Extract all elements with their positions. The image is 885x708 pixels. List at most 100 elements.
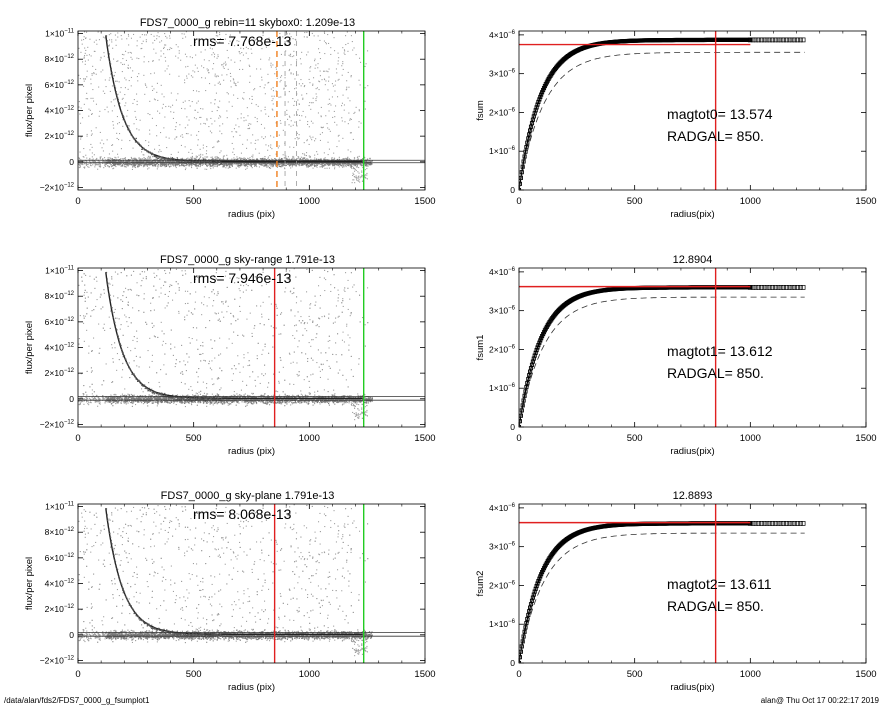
panel-2: 0 500 1000 1500 0 1×10−6 2×10−6 3×10−6 4×10−6 rad… — [475, 30, 877, 220]
y-tick-label: 4×10−12 — [45, 343, 75, 353]
profile-point — [154, 155, 156, 157]
profile-point — [184, 160, 187, 162]
y-tick-label: 2×10−6 — [489, 580, 516, 590]
profile-point — [177, 396, 180, 398]
growth-square — [767, 285, 773, 290]
profile-point — [124, 358, 126, 360]
profile-point — [186, 396, 188, 399]
profile-point — [166, 157, 168, 160]
profile-point — [126, 599, 128, 601]
panel-1: 0 500 1000 1500−2×10−1202×10−124×10−126×10−… — [24, 17, 436, 220]
profile-point — [130, 134, 132, 136]
profile-point — [153, 393, 155, 395]
profile-point — [180, 634, 182, 636]
profile-point — [146, 150, 148, 152]
profile-point — [184, 632, 186, 634]
profile-point — [107, 45, 109, 47]
profile-point — [171, 397, 173, 399]
magtot-annotation: magtot0= 13.574 — [667, 106, 773, 122]
profile-point — [164, 158, 166, 160]
x-tick-label: 1000 — [740, 433, 761, 444]
growth-square — [775, 521, 781, 526]
profile-point — [199, 162, 201, 165]
profile-point — [191, 632, 194, 634]
profile-point — [105, 35, 108, 37]
profile-point — [220, 633, 222, 635]
profile-point — [131, 607, 133, 609]
profile-point — [157, 393, 159, 395]
profile-point — [130, 605, 132, 607]
profile-point — [198, 160, 201, 162]
y-axis-label: flux/per pixel — [24, 557, 35, 610]
profile-point — [126, 363, 128, 365]
profile-point — [138, 379, 140, 382]
profile-point — [176, 633, 178, 635]
profile-point — [128, 129, 130, 131]
growth-square — [770, 521, 775, 526]
y-tick-label: −2×10−12 — [40, 182, 75, 192]
growth-square — [797, 285, 803, 290]
growth-square — [786, 37, 792, 43]
profile-point — [150, 390, 153, 392]
profile-point — [157, 157, 159, 159]
growth-square — [778, 37, 784, 43]
profile-point — [196, 398, 198, 400]
profile-point — [132, 137, 135, 139]
y-tick-label: 8×10−12 — [45, 291, 75, 301]
profile-point — [132, 373, 135, 376]
profile-point — [166, 158, 169, 160]
profile-point — [122, 115, 124, 117]
profile-point — [168, 396, 170, 399]
profile-point — [131, 134, 133, 137]
x-tick-label: 0 — [516, 196, 521, 207]
y-tick-label: −2×10−12 — [40, 655, 75, 665]
rms-annotation: rms= 7.768e-13 — [193, 33, 292, 49]
growth-square — [756, 521, 762, 526]
profile-point — [112, 316, 114, 319]
growth-square — [750, 37, 756, 43]
profile-point — [214, 633, 216, 636]
profile-point — [119, 106, 121, 108]
profile-point — [146, 625, 148, 627]
y-tick-label: 4×10−12 — [45, 106, 75, 116]
growth-square — [759, 521, 764, 526]
y-tick-label: 0 — [510, 422, 515, 432]
profile-point — [121, 113, 123, 115]
x-tick-label: 1000 — [299, 669, 320, 680]
profile-point — [128, 604, 130, 606]
profile-point — [216, 161, 218, 163]
profile-point — [189, 398, 191, 400]
growth-square — [775, 285, 781, 290]
profile-point — [108, 293, 110, 295]
profile-point — [193, 397, 195, 400]
profile-point — [200, 632, 202, 635]
profile-point — [195, 161, 197, 163]
profile-point — [146, 151, 148, 153]
profile-point — [207, 398, 210, 401]
profile-point — [143, 622, 146, 625]
profile-point — [116, 329, 118, 331]
profile-point — [107, 287, 110, 289]
profile-point — [127, 600, 129, 602]
profile-point — [217, 634, 219, 637]
profile-point — [134, 375, 136, 377]
profile-point — [112, 312, 114, 314]
profile-point — [210, 397, 212, 399]
profile-curve — [105, 35, 363, 163]
profile-point — [211, 633, 213, 635]
magtot-annotation: magtot1= 13.612 — [667, 343, 773, 359]
profile-point — [218, 160, 221, 163]
profile-curve — [105, 272, 363, 399]
profile-point — [151, 627, 153, 629]
profile-point — [121, 348, 123, 351]
profile-point — [120, 344, 122, 347]
y-tick-label: 8×10−12 — [45, 527, 75, 537]
profile-point — [148, 623, 150, 625]
profile-point — [152, 153, 154, 156]
profile-point — [132, 136, 134, 138]
profile-point — [216, 633, 218, 635]
growth-square — [764, 285, 770, 290]
profile-point — [121, 583, 123, 585]
plot-area — [78, 31, 425, 190]
